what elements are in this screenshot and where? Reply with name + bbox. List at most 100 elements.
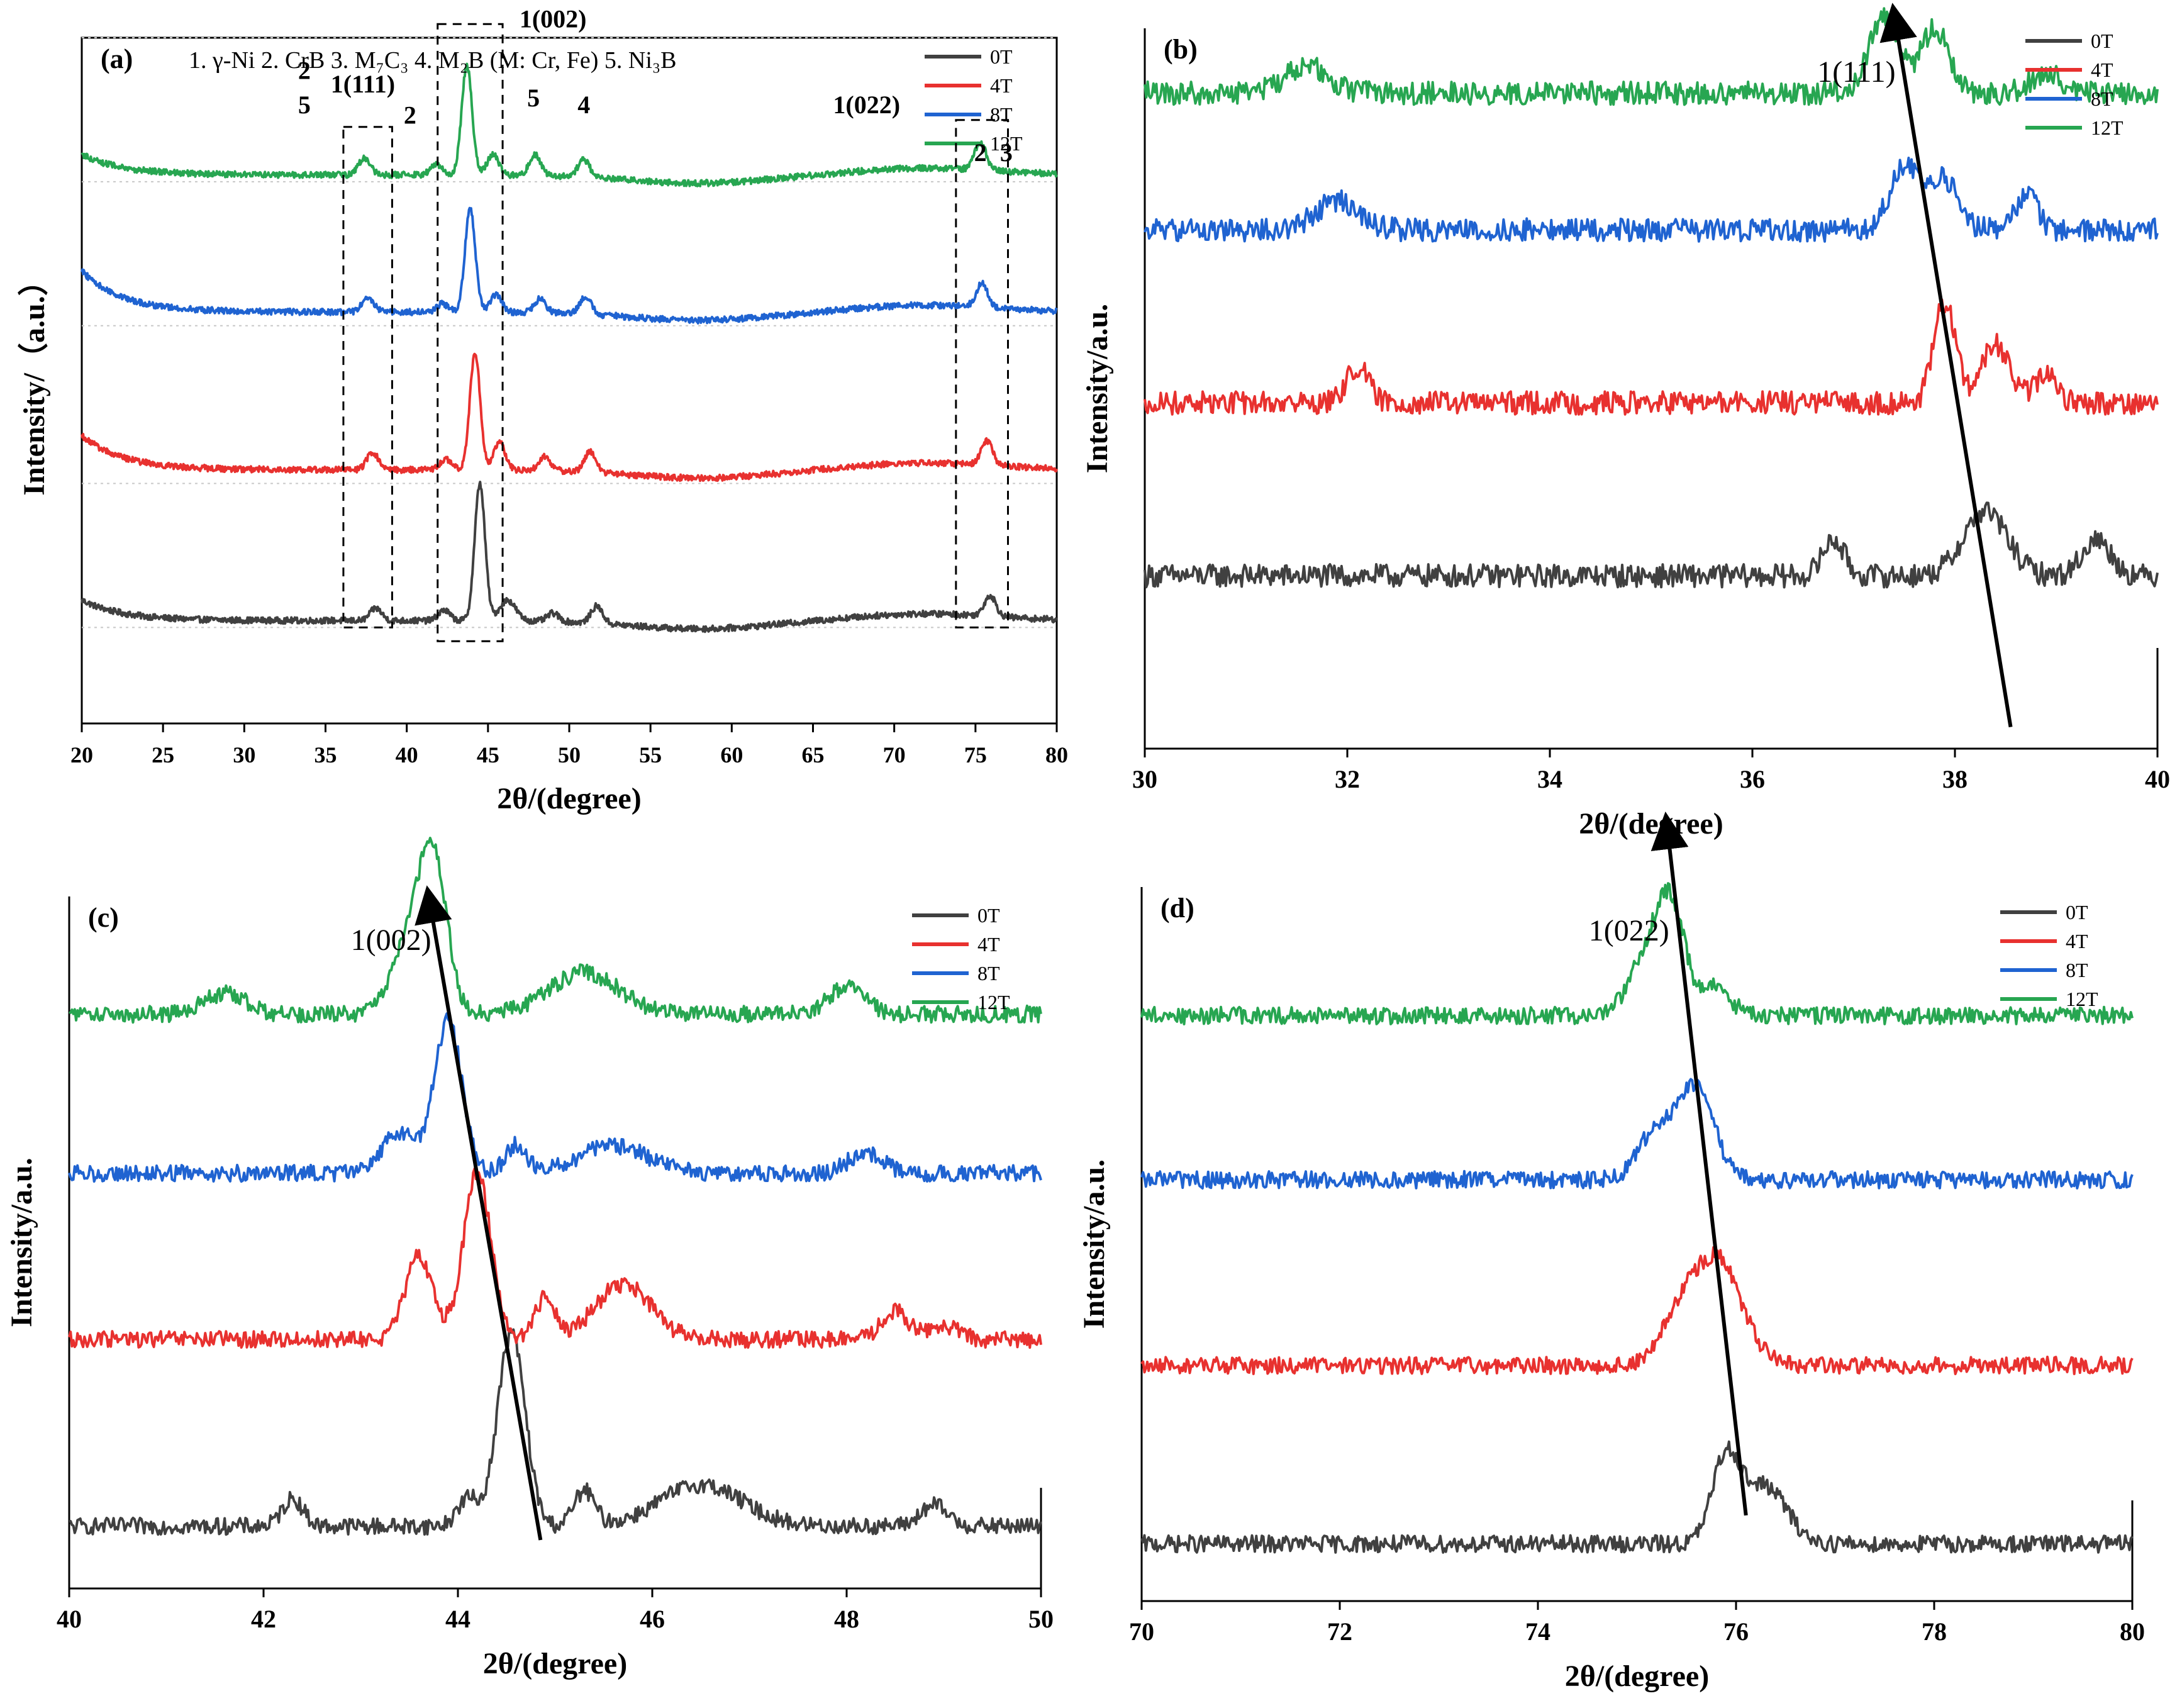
x-tick-label: 60 xyxy=(720,742,743,767)
panel-b: 30 32 34 36 38 40 2θ/(degree) Intensity/a.u. 0T 4… xyxy=(1081,3,2170,840)
x-tick-label: 20 xyxy=(70,742,93,767)
series-line-8T xyxy=(1144,157,2159,243)
x-tick-label: 30 xyxy=(1132,765,1157,793)
x-tick-label: 80 xyxy=(1045,742,1068,767)
y-axis-label: Intensity/a.u. xyxy=(5,1158,38,1327)
x-tick-label: 42 xyxy=(251,1605,276,1633)
x-tick-label: 76 xyxy=(1723,1617,1749,1646)
peak-label: 1(111) xyxy=(1817,55,1895,89)
legend-label-12T: 12T xyxy=(2066,988,2098,1010)
series-line-12T xyxy=(1144,7,2159,106)
x-tick-label: 40 xyxy=(396,742,418,767)
panel-label: (c) xyxy=(88,902,119,933)
series-line-8T xyxy=(68,1012,1042,1183)
peak-label: 1(022) xyxy=(1589,914,1669,947)
legend-label-12T: 12T xyxy=(2091,116,2124,139)
series-line-12T xyxy=(69,837,1042,1024)
series-line-12T xyxy=(1140,882,2134,1025)
x-tick-label: 40 xyxy=(57,1605,82,1633)
x-tick-label: 72 xyxy=(1327,1617,1352,1646)
legend-label-4T: 4T xyxy=(990,74,1013,97)
series-line-4T xyxy=(1140,1246,2134,1375)
phase-legend: 1. γ-Ni 2. CrB 3. M₇C₃ 4. M₂B (M: Cr, Fe… xyxy=(189,47,677,74)
peak-annotation: 5 xyxy=(527,84,540,112)
peak-shift-arrow xyxy=(415,885,543,1541)
x-tick-label: 74 xyxy=(1525,1617,1550,1646)
legend-label-8T: 8T xyxy=(977,962,1000,985)
legend-label-0T: 0T xyxy=(2066,901,2088,924)
panel-d: 70 72 74 76 78 80 2θ/(degree) Intensity/a.u. 0T 4… xyxy=(1077,811,2145,1693)
legend-label-0T: 0T xyxy=(2091,30,2113,52)
x-tick-label: 55 xyxy=(639,742,662,767)
series-line-4T xyxy=(81,352,1058,483)
peak-annotation: 1(022) xyxy=(833,91,900,119)
series-line-0T xyxy=(1144,501,2159,589)
series-line-12T xyxy=(81,62,1058,187)
legend-label-4T: 4T xyxy=(2091,59,2113,81)
x-tick-label: 46 xyxy=(640,1605,665,1633)
panel-label: (d) xyxy=(1161,893,1194,924)
legend-label-4T: 4T xyxy=(977,933,1000,956)
legend-label-8T: 8T xyxy=(2091,87,2113,110)
x-axis-label: 2θ/(degree) xyxy=(1565,1660,1709,1693)
dashed-region-box xyxy=(437,23,504,642)
peak-annotation: 5 xyxy=(298,91,311,119)
y-axis-label: Intensity/（a.u.） xyxy=(18,265,51,495)
panel-label: (b) xyxy=(1164,34,1198,65)
legend-label-0T: 0T xyxy=(977,904,1000,927)
x-tick-label: 35 xyxy=(314,742,337,767)
x-axis-label: 2θ/(degree) xyxy=(497,782,641,815)
x-axis-label: 2θ/(degree) xyxy=(1579,807,1723,840)
x-tick-label: 34 xyxy=(1537,765,1562,793)
y-axis-label: Intensity/a.u. xyxy=(1077,1159,1111,1329)
x-tick-label: 70 xyxy=(1129,1617,1154,1646)
legend-label-8T: 8T xyxy=(990,103,1013,126)
x-tick-label: 50 xyxy=(1028,1605,1054,1633)
legend-label-8T: 8T xyxy=(2066,959,2088,981)
series-line-0T xyxy=(1140,1440,2134,1554)
series-line-8T xyxy=(81,206,1058,325)
peak-annotation: 2 xyxy=(404,101,416,129)
x-tick-label: 38 xyxy=(1942,765,1968,793)
x-tick-label: 70 xyxy=(883,742,906,767)
panel-c: 40 42 44 46 48 50 2θ/(degree) Intensity/a.u. 0T 4… xyxy=(5,837,1054,1680)
x-tick-label: 44 xyxy=(445,1605,470,1633)
peak-shift-arrow xyxy=(1879,3,2013,728)
x-axis-label: 2θ/(degree) xyxy=(483,1647,627,1680)
x-tick-label: 36 xyxy=(1740,765,1765,793)
y-axis-label: Intensity/a.u. xyxy=(1081,304,1114,473)
peak-annotation: 4 xyxy=(577,91,590,119)
series-line-4T xyxy=(1144,298,2159,416)
x-tick-label: 30 xyxy=(233,742,255,767)
x-tick-label: 45 xyxy=(477,742,499,767)
x-tick-label: 32 xyxy=(1335,765,1360,793)
x-tick-label: 65 xyxy=(802,742,825,767)
peak-annotation: 2 xyxy=(974,138,987,167)
series-line-8T xyxy=(1140,1078,2134,1190)
x-tick-label: 48 xyxy=(834,1605,859,1633)
legend-label-12T: 12T xyxy=(990,132,1023,155)
peak-shift-arrow xyxy=(1650,811,1748,1516)
peak-annotation: 1(111) xyxy=(331,70,395,98)
x-tick-label: 75 xyxy=(964,742,987,767)
legend-label-12T: 12T xyxy=(977,991,1010,1013)
x-tick-label: 80 xyxy=(2120,1617,2145,1646)
series-line-4T xyxy=(68,1167,1042,1349)
series-line-0T xyxy=(81,481,1058,634)
panel-label: (a) xyxy=(101,43,133,74)
series-line-0T xyxy=(69,1327,1042,1536)
dashed-region-box xyxy=(342,126,393,628)
x-tick-label: 78 xyxy=(1922,1617,1947,1646)
panel-a: 20 25 30 35 40 45 50 55 60 65 70 75 802θ/(degree)Int… xyxy=(18,5,1068,815)
legend-label-4T: 4T xyxy=(2066,930,2088,952)
peak-annotation: 2 xyxy=(298,56,311,84)
dashed-region-box xyxy=(955,119,1010,628)
legend-label-0T: 0T xyxy=(990,45,1013,68)
x-tick-label: 40 xyxy=(2145,765,2170,793)
peak-annotation: 1(002) xyxy=(520,5,587,33)
peak-label: 1(002) xyxy=(351,924,431,957)
x-tick-label: 50 xyxy=(558,742,581,767)
peak-annotation: 3 xyxy=(1000,138,1013,167)
x-tick-label: 25 xyxy=(152,742,174,767)
